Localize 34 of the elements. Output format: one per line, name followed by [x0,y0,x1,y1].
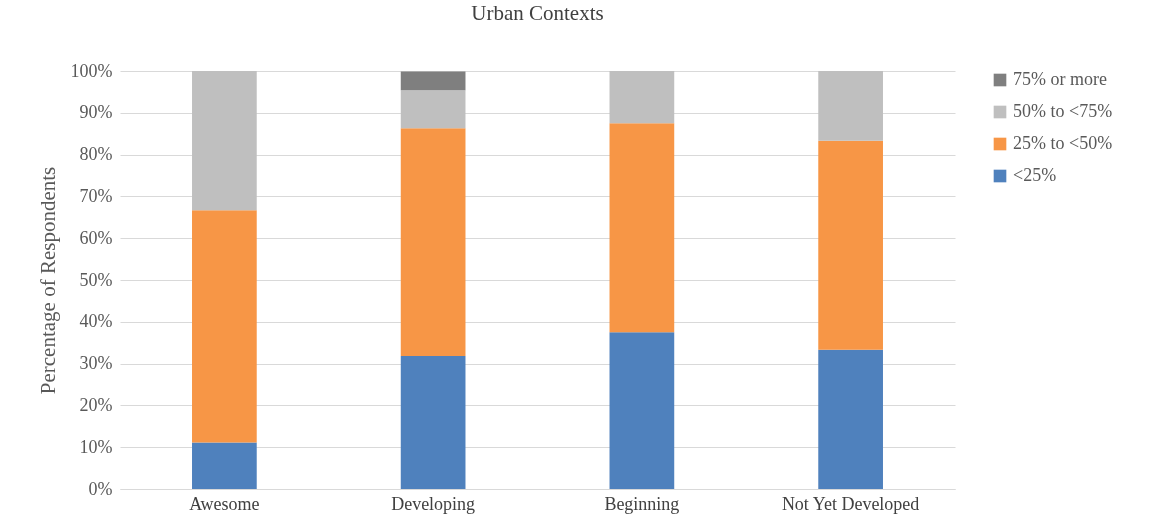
bar [400,90,466,129]
y-tick-label: 80% [79,144,113,165]
legend-label: <25% [1013,165,1057,185]
chart-title: Urban Contexts [471,1,604,25]
bar [400,128,466,357]
bar [818,71,883,141]
bar [192,210,257,443]
y-axis-title: Percentage of Respondents [35,166,60,395]
y-tick-label: 40% [79,311,113,332]
bar [400,356,466,489]
y-tick-label: 30% [79,353,113,374]
y-tick-label: 0% [88,478,113,499]
bar [818,349,883,489]
bar [192,442,257,489]
y-tick-label: 100% [70,60,113,81]
y-tick-label: 70% [79,185,113,206]
bar [400,71,466,91]
x-tick-label: Awesome [189,493,260,514]
x-tick-label: Beginning [604,493,680,514]
bar [192,71,257,211]
bar [609,123,675,333]
legend-label: 50% to <75% [1013,101,1113,121]
y-tick-label: 10% [79,436,113,457]
y-tick-label: 50% [79,269,113,290]
y-tick-label: 20% [79,394,113,415]
bar [818,140,883,350]
y-tick-label: 60% [79,227,113,248]
legend-label: 75% or more [1013,69,1107,89]
y-tick-label: 90% [79,102,113,123]
x-tick-label: Not Yet Developed [781,493,920,514]
x-tick-label: Developing [391,493,476,514]
bar [609,332,675,489]
legend-label: 25% to <50% [1013,133,1113,153]
bar [609,71,675,124]
